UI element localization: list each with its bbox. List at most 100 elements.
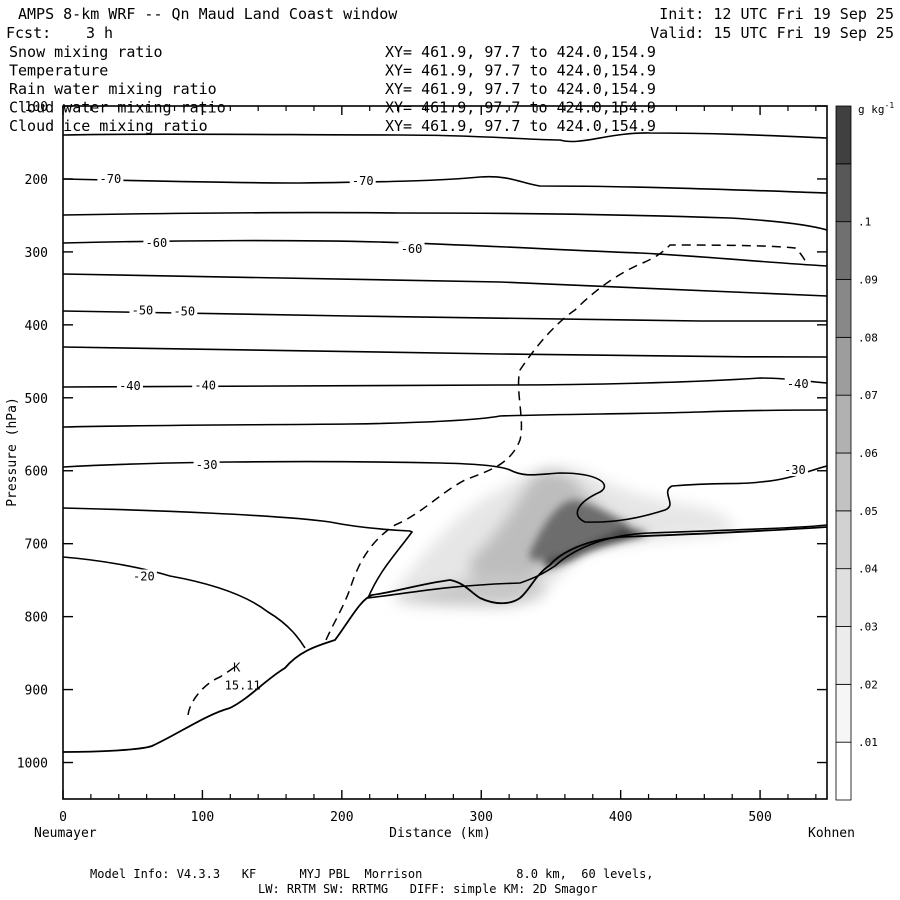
- field-name: Snow mixing ratio: [9, 43, 163, 61]
- field-name: Temperature: [9, 62, 108, 80]
- isotherm: [63, 409, 827, 428]
- isotherm-minus30: [63, 460, 827, 523]
- colorbar-swatch: [835, 336, 852, 396]
- colorbar-units: g kg-1: [858, 101, 894, 116]
- field-legend: Snow mixing ratio XY= 461.9, 97.7 to 424.…: [9, 43, 656, 135]
- colorbar-swatch: [835, 105, 852, 165]
- isotherm: [63, 507, 827, 599]
- isotherm-label: -60: [401, 242, 423, 256]
- colorbar-swatch: [835, 394, 852, 454]
- shade-inner: [530, 500, 630, 560]
- y-axis-label: Pressure (hPa): [5, 397, 20, 507]
- isotherm: [63, 556, 306, 649]
- fcst-value: 3 h: [86, 24, 113, 42]
- isotherm-label: -50: [132, 303, 154, 317]
- isotherm-labels: -70 -70 -60 -60 -50 -50 -40 -40 -40 -30 -30 -20: [97, 171, 811, 584]
- isotherm: [63, 377, 827, 388]
- y-tick-label: 600: [25, 465, 48, 480]
- isotherm: [63, 273, 827, 297]
- isotherm-label-bg: [784, 376, 811, 390]
- colorbar-label: .1: [858, 216, 871, 229]
- isotherm-label-bg: [398, 241, 425, 255]
- surface-marker-symbol: K: [233, 661, 241, 675]
- colorbar-swatch: [835, 163, 852, 223]
- colorbar-swatch: [835, 221, 852, 280]
- colorbar-swatch: [835, 568, 852, 627]
- colorbar-label: .02: [858, 678, 878, 691]
- colorbar-swatch: [835, 626, 852, 685]
- isotherm-label: -30: [196, 458, 218, 472]
- isotherm: [63, 175, 827, 194]
- fcst-label: Fcst:: [6, 24, 51, 42]
- isotherm: [63, 211, 827, 231]
- field-xy: XY= 461.9, 97.7 to 424.0,154.9: [385, 62, 656, 80]
- y-tick-label: 900: [25, 684, 48, 699]
- isotherm-label-bg: [130, 569, 157, 583]
- colorbar-label: .01: [858, 736, 878, 749]
- isotherm: [63, 239, 827, 267]
- field-name: Cloud ice mixing ratio: [9, 117, 208, 135]
- isotherm-label-bg: [97, 171, 124, 185]
- x-axis: 0 100 200 300 400 500: [59, 106, 817, 825]
- y-tick-label: 500: [25, 392, 48, 407]
- isotherm: [63, 346, 827, 358]
- temperature-contours: [63, 132, 827, 753]
- y-tick-label: 700: [25, 538, 48, 553]
- field-xy: XY= 461.9, 97.7 to 424.0,154.9: [385, 80, 656, 98]
- isotherm-label: -30: [784, 463, 806, 477]
- y-tick-label: 1000: [17, 757, 48, 772]
- isotherm-label: -20: [133, 570, 155, 584]
- x-axis-label: Distance (km): [389, 826, 491, 841]
- y-tick-label: 200: [25, 173, 48, 188]
- isotherm-label-bg: [143, 236, 170, 250]
- isotherm-label: -40: [119, 379, 141, 393]
- ice-contour-surface: [187, 666, 236, 716]
- right-endpoint: Kohnen: [808, 826, 855, 841]
- chart-title: AMPS 8-km WRF -- Qn Maud Land Coast wind…: [18, 5, 398, 23]
- valid-time: Valid: 15 UTC Fri 19 Sep 25: [650, 24, 894, 42]
- model-physics: LW: RRTM SW: RRTMG DIFF: simple KM: 2D S…: [258, 882, 598, 896]
- isotherm-label-bg: [171, 304, 198, 318]
- colorbar-label: .05: [858, 505, 878, 518]
- y-tick-label: 800: [25, 611, 48, 626]
- cloud-ice-contour: [187, 244, 807, 716]
- colorbar-swatch: [835, 683, 852, 743]
- terrain-surface: [63, 526, 827, 753]
- isotherm-label: -40: [787, 377, 809, 391]
- colorbar-label: .03: [858, 621, 878, 634]
- field-xy: XY= 461.9, 97.7 to 424.0,154.9: [385, 43, 656, 61]
- x-tick-label: 400: [609, 810, 632, 825]
- isotherm-label: -60: [146, 236, 168, 250]
- isotherm-label: -70: [352, 174, 374, 188]
- colorbar-label: .04: [858, 563, 878, 576]
- init-time: Init: 12 UTC Fri 19 Sep 25: [659, 5, 894, 23]
- colorbar: .01 .02 .03 .04 .05 .06 .07 .08 .09 .1: [835, 105, 878, 801]
- isotherm-label: -50: [173, 305, 195, 319]
- y-tick-label: 100: [25, 100, 48, 115]
- colorbar-label: .07: [858, 389, 878, 402]
- field-xy: XY= 461.9, 97.7 to 424.0,154.9: [385, 99, 656, 117]
- colorbar-swatch: [835, 452, 852, 512]
- colorbar-label: .06: [858, 447, 878, 460]
- colorbar-label: .08: [858, 331, 878, 344]
- left-endpoint: Neumayer: [34, 826, 97, 841]
- x-tick-label: 0: [59, 810, 67, 825]
- isotherm-label: -40: [194, 378, 216, 392]
- y-tick-label: 300: [25, 246, 48, 261]
- isotherm-label: -70: [100, 172, 122, 186]
- ice-contour-main: [325, 244, 807, 641]
- colorbar-swatch: [835, 510, 852, 570]
- colorbar-label: .09: [858, 274, 878, 287]
- mixing-ratio-shading: [395, 467, 735, 608]
- surface-marker-label: 15.11: [225, 679, 261, 693]
- x-tick-label: 200: [330, 810, 353, 825]
- x-tick-label: 100: [191, 810, 214, 825]
- field-name: Rain water mixing ratio: [9, 80, 217, 98]
- x-tick-label: 300: [470, 810, 493, 825]
- colorbar-swatch: [835, 279, 852, 338]
- isotherm: [63, 132, 827, 143]
- plot-frame: [62, 105, 828, 800]
- isotherm-label-bg: [192, 378, 219, 392]
- isotherm-label-bg: [116, 379, 143, 393]
